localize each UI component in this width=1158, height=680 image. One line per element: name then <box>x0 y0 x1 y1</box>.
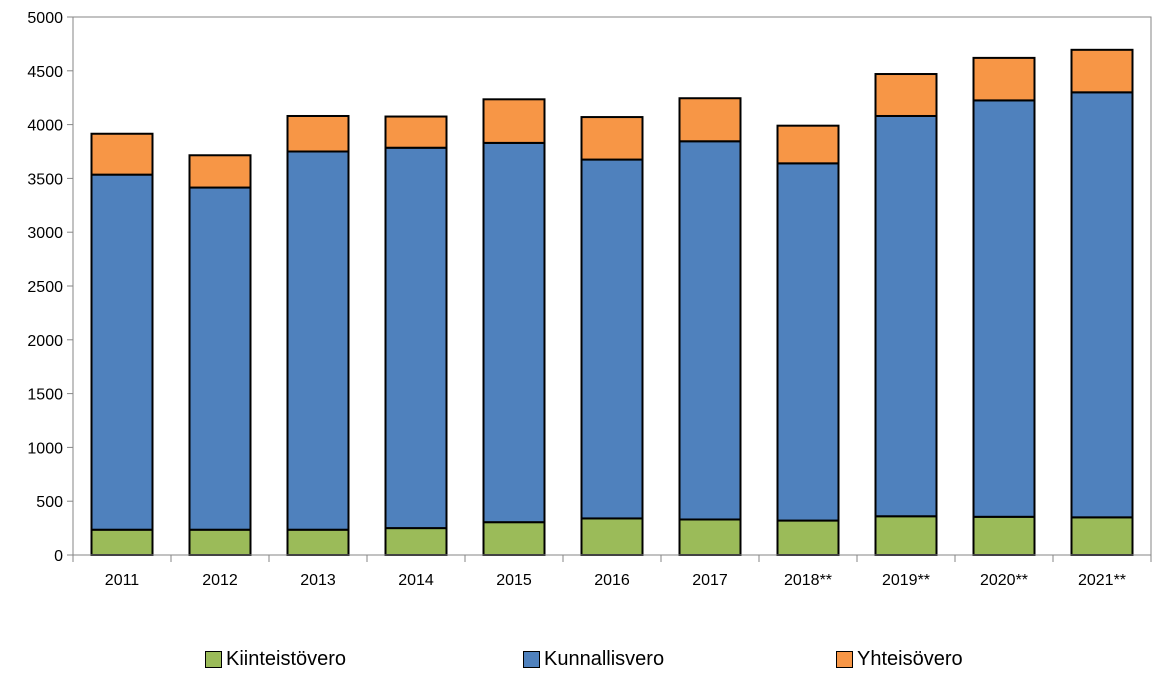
legend-swatch-kunnallisvero <box>523 651 540 668</box>
bar-segment-kunnallisvero <box>482 141 546 524</box>
bar-segment-kunnallisvero <box>972 99 1036 518</box>
y-axis: 0 500 1000 1500 2000 2500 3000 3500 4000 4500 5000 <box>27 10 74 565</box>
y-tick-label: 2500 <box>27 279 63 296</box>
y-tick-label: 0 <box>54 548 63 565</box>
x-tick-label: 2015 <box>496 572 532 589</box>
legend-swatch-kiinteistovero <box>205 651 222 668</box>
bar-segment-kunnallisvero <box>874 114 938 518</box>
bar-segment-kiinteistovero <box>972 515 1036 556</box>
bar-segment-yhteisovero <box>384 115 448 149</box>
x-tick-label: 2018** <box>784 572 832 589</box>
stacked-bar-chart: 0 500 1000 1500 2000 2500 3000 3500 4000 4500 5000… <box>27 10 1152 589</box>
bar-segment-yhteisovero <box>678 97 742 143</box>
x-axis: 2011 2012 2013 2014 2015 2016 2017 2018** 2019**… <box>72 554 1152 589</box>
bar-segment-yhteisovero <box>482 98 546 144</box>
legend-label: Kunnallisvero <box>544 648 665 670</box>
x-tick-label: 2016 <box>594 572 630 589</box>
bar-segment-kunnallisvero <box>776 162 840 522</box>
bar-segment-yhteisovero <box>286 114 350 153</box>
bar-segment-yhteisovero <box>580 116 644 161</box>
x-tick-label: 2014 <box>398 572 434 589</box>
legend-label: Kiinteistövero <box>226 648 347 670</box>
bar-segment-kiinteistovero <box>1070 516 1134 557</box>
bar-segment-kunnallisvero <box>286 150 350 531</box>
x-tick-label: 2012 <box>202 572 238 589</box>
y-tick-label: 1500 <box>27 387 63 404</box>
x-tick-label: 2013 <box>300 572 336 589</box>
y-tick-label: 2000 <box>27 333 63 350</box>
bar-segment-kunnallisvero <box>90 173 154 531</box>
bar-segment-kunnallisvero <box>1070 91 1134 519</box>
legend-label: Yhteisövero <box>857 648 963 670</box>
x-tick-label: 2020** <box>980 572 1028 589</box>
legend-item-kunnallisvero: Kunnallisvero <box>523 648 664 671</box>
legend: Kiinteistövero Kunnallisvero Yhteisövero <box>0 648 1158 678</box>
bar-segment-kunnallisvero <box>580 158 644 520</box>
bar-segment-kiinteistovero <box>776 519 840 556</box>
y-tick-label: 4500 <box>27 64 63 81</box>
legend-item-yhteisovero: Yhteisövero <box>836 648 963 671</box>
bar-segment-kiinteistovero <box>482 521 546 557</box>
bar-segment-kiinteistovero <box>874 515 938 556</box>
bar-segment-kunnallisvero <box>678 140 742 521</box>
bar-segment-yhteisovero <box>90 132 154 176</box>
y-tick-label: 5000 <box>27 10 63 27</box>
x-tick-label: 2011 <box>105 572 140 589</box>
bar-segment-kiinteistovero <box>286 528 350 556</box>
x-tick-label: 2021** <box>1078 572 1126 589</box>
y-tick-label: 4000 <box>27 118 63 135</box>
bar-segment-kiinteistovero <box>580 517 644 557</box>
bar-segment-kunnallisvero <box>384 146 448 530</box>
legend-item-kiinteistovero: Kiinteistövero <box>205 648 346 671</box>
bar-segment-kiinteistovero <box>90 528 154 556</box>
bar-segment-kiinteistovero <box>188 528 252 556</box>
x-tick-label: 2017 <box>692 572 728 589</box>
bar-segment-yhteisovero <box>1070 48 1134 94</box>
y-tick-label: 3500 <box>27 171 63 188</box>
legend-swatch-yhteisovero <box>836 651 853 668</box>
y-tick-label: 1000 <box>27 440 63 457</box>
bar-segment-yhteisovero <box>776 124 840 165</box>
y-tick-label: 3000 <box>27 225 63 242</box>
x-tick-label: 2019** <box>882 572 930 589</box>
bar-segment-kunnallisvero <box>188 186 252 531</box>
bar-segment-kiinteistovero <box>384 527 448 556</box>
bar-layer <box>90 48 1134 557</box>
y-tick-label: 500 <box>36 494 63 511</box>
bar-segment-yhteisovero <box>874 73 938 117</box>
bar-segment-yhteisovero <box>188 154 252 189</box>
bar-segment-yhteisovero <box>972 56 1036 102</box>
bar-segment-kiinteistovero <box>678 518 742 557</box>
